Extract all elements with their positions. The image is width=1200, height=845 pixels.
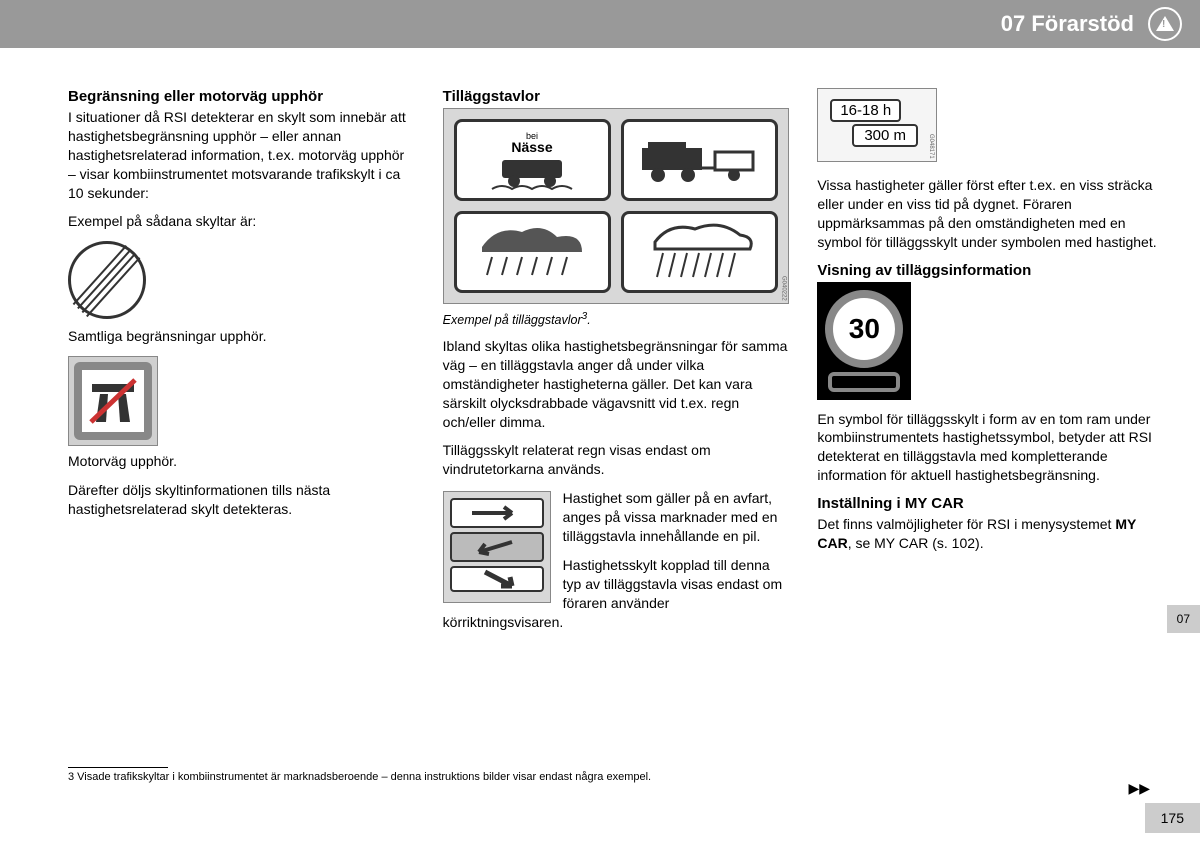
continue-indicator: ▶▶ (1128, 780, 1150, 797)
col1-para2: Exempel på sådana skyltar är: (68, 212, 415, 231)
footnote: 3 Visade trafikskyltar i kombiinstrument… (68, 771, 651, 783)
col3-para1: Vissa hastigheter gäller först efter t.e… (817, 176, 1164, 252)
motorway-icon (86, 374, 140, 428)
end-all-limits-sign (68, 241, 146, 319)
col2-para1: Ibland skyltas olika hastighetsbegränsni… (443, 337, 790, 431)
page-content: Begränsning eller motorväg upphör I situ… (0, 48, 1200, 642)
col3-para3: Det finns valmöjligheter för RSI i menys… (817, 515, 1164, 553)
panel-caption: Exempel på tilläggstavlor3. (443, 310, 790, 329)
supplementary-signs-panel: bei Nässe (443, 108, 790, 304)
col1-caption1: Samtliga begränsningar upphör. (68, 327, 415, 346)
col2-heading: Tilläggstavlor (443, 88, 790, 105)
col3-para2: En symbol för tilläggsskylt i form av en… (817, 410, 1164, 486)
col2-para2: Tilläggsskylt relaterat regn visas endas… (443, 441, 790, 479)
page-number: 175 (1145, 803, 1200, 833)
col1-caption2: Motorväg upphör. (68, 452, 415, 471)
footnote-rule (68, 767, 168, 768)
time-sign: 16-18 h (830, 99, 901, 122)
col3-heading2: Visning av tilläggsinformation (817, 262, 1164, 279)
col1-para1: I situationer då RSI detekterar en skylt… (68, 108, 415, 202)
exit-paragraph-block: Hastighet som gäller på en avfart, anges… (443, 489, 790, 641)
rain-sign (621, 211, 778, 293)
trailer-sign (621, 119, 778, 201)
chapter-title: 07 Förarstöd (1001, 11, 1134, 37)
fog-sign (454, 211, 611, 293)
exit-arrow-panel (443, 491, 551, 603)
speed-display-panel: 30 (817, 282, 911, 400)
column-1: Begränsning eller motorväg upphör I situ… (68, 88, 415, 642)
motorway-end-sign-box (68, 356, 158, 446)
image-code: G040222 (780, 276, 786, 301)
speed-limit-icon: 30 (825, 290, 903, 368)
side-tab: 07 (1167, 605, 1200, 633)
time-distance-panel: 16-18 h 300 m G048171 (817, 88, 937, 162)
chapter-header: 07 Förarstöd (0, 0, 1200, 48)
image-code-2: G048171 (928, 134, 934, 159)
column-3: 16-18 h 300 m G048171 Vissa hastigheter … (817, 88, 1164, 642)
distance-sign: 300 m (852, 124, 918, 147)
svg-text:Nässe: Nässe (512, 139, 553, 155)
blank-supplementary-plate (828, 372, 900, 392)
warning-icon (1148, 7, 1182, 41)
col1-heading: Begränsning eller motorväg upphör (68, 88, 415, 105)
wet-road-sign: bei Nässe (454, 119, 611, 201)
column-2: Tilläggstavlor bei Nässe (443, 88, 790, 642)
col3-heading3: Inställning i MY CAR (817, 495, 1164, 512)
col1-para3: Därefter döljs skyltinformationen tills … (68, 481, 415, 519)
